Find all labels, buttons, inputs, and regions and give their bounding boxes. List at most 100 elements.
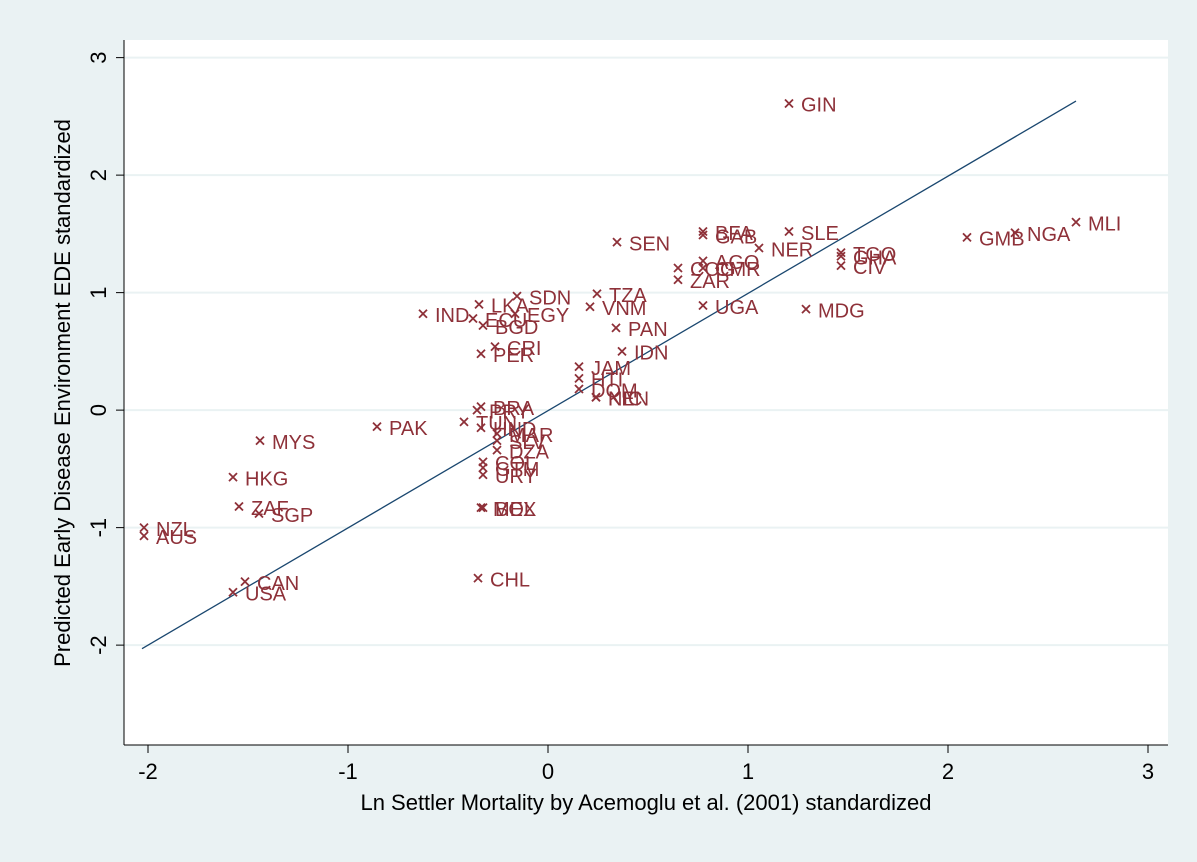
point	[228, 587, 238, 597]
point	[836, 248, 846, 258]
point-label: IDN	[634, 343, 668, 365]
point	[474, 299, 484, 310]
point-label: PRY	[489, 401, 530, 423]
point-label: COG	[690, 259, 736, 281]
point-label: TGO	[853, 244, 896, 266]
point	[372, 421, 382, 432]
point	[254, 508, 264, 519]
point-label: MDG	[818, 300, 865, 322]
point-label: PER	[493, 345, 534, 367]
y-tick-label: -2	[86, 635, 111, 655]
point	[476, 349, 486, 359]
point-label: GHA	[853, 247, 897, 269]
point	[472, 405, 482, 415]
point-label: CRI	[507, 338, 541, 360]
point	[490, 342, 500, 352]
point-label: TZA	[609, 285, 647, 307]
point-label: HND	[493, 419, 536, 441]
point	[512, 291, 522, 301]
point-label: ECU	[485, 310, 527, 332]
x-tick-label: 1	[742, 759, 754, 784]
point	[473, 573, 483, 583]
point	[574, 384, 584, 394]
plot-area	[124, 40, 1168, 745]
point	[698, 226, 708, 237]
point-label: SGP	[271, 505, 313, 527]
point	[836, 260, 846, 271]
point-label: BOL	[495, 499, 535, 521]
point-label: NER	[771, 239, 813, 261]
x-tick-label: -1	[338, 759, 358, 784]
point	[617, 346, 627, 357]
point	[698, 300, 708, 311]
y-tick-label: 3	[86, 52, 111, 64]
point-label: USA	[245, 584, 287, 606]
point-label: BRA	[493, 398, 535, 420]
x-tick-label: 3	[1142, 759, 1154, 784]
point-label: URY	[495, 466, 537, 488]
point	[1010, 228, 1020, 238]
point	[784, 226, 794, 237]
point-label: AGO	[715, 252, 759, 274]
point-label: BFA	[715, 223, 753, 245]
point-label: AUS	[156, 527, 197, 549]
point	[468, 313, 478, 324]
point-label: SLV	[509, 432, 546, 454]
point	[492, 428, 502, 439]
point-label: GIN	[801, 95, 837, 117]
point	[510, 309, 520, 319]
point	[492, 436, 502, 446]
point	[476, 503, 486, 513]
point	[255, 436, 265, 446]
point-label: PAK	[389, 418, 428, 440]
point-label: BGD	[495, 317, 538, 339]
point-label: EGY	[527, 305, 569, 327]
point	[574, 373, 584, 384]
point	[478, 463, 488, 473]
point-label: LKA	[491, 296, 529, 318]
point-label: CHL	[490, 569, 530, 591]
point-label: MYS	[272, 432, 315, 454]
point-label: KEN	[608, 388, 649, 410]
point	[478, 470, 488, 480]
y-axis-title: Predicted Early Disease Environment EDE …	[50, 119, 75, 667]
point	[784, 98, 794, 109]
x-tick-label: 0	[542, 759, 554, 784]
point-label: SDN	[529, 287, 571, 309]
point-label: IND	[435, 305, 469, 327]
point	[478, 503, 488, 513]
point-label: SLE	[801, 223, 839, 245]
point-label: VNM	[602, 298, 646, 320]
y-tick-label: 2	[86, 169, 111, 181]
point	[139, 531, 149, 541]
y-tick-label: 1	[86, 287, 111, 299]
point-label: CAN	[257, 573, 299, 595]
y-tick-label: 0	[86, 404, 111, 416]
point-label: NZL	[156, 519, 194, 541]
point-label: DZA	[509, 441, 550, 463]
point	[459, 417, 469, 427]
point	[962, 232, 972, 243]
point-label: CIV	[853, 257, 887, 279]
point	[698, 230, 708, 240]
point	[673, 263, 683, 273]
y-tick-label: -1	[86, 518, 111, 538]
point-label: HTI	[591, 370, 623, 392]
point-label: PAN	[628, 319, 668, 341]
x-tick-label: 2	[942, 759, 954, 784]
point	[591, 392, 601, 402]
point-label: MLI	[1088, 213, 1121, 235]
point	[754, 243, 764, 253]
point	[698, 256, 708, 266]
point	[836, 251, 846, 261]
point	[585, 302, 595, 312]
point-label: GTM	[495, 459, 539, 481]
fit-line	[141, 100, 1077, 650]
point	[1071, 217, 1081, 227]
point-label: SEN	[629, 233, 670, 255]
point	[574, 362, 584, 372]
point-label: COL	[495, 453, 536, 475]
point-label: ZAR	[690, 271, 730, 293]
point	[801, 304, 811, 314]
